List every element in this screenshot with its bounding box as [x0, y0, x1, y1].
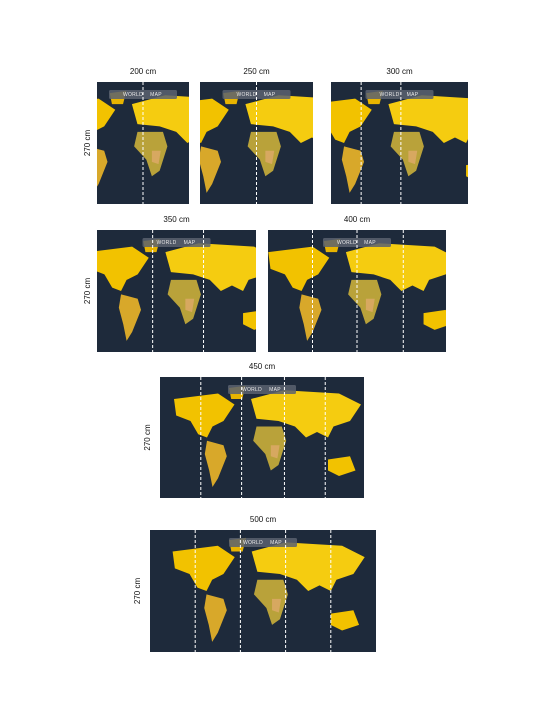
title-left: WORLD [379, 92, 399, 98]
width-label: 350 cm [163, 215, 190, 224]
width-label: 200 cm [130, 67, 157, 76]
wallpaper-preview: WORLD MAP [331, 82, 468, 204]
wallpaper-preview: WORLD MAP [97, 230, 256, 352]
title-bar [365, 90, 434, 99]
title-left: WORLD [243, 540, 263, 546]
title-right: MAP [264, 92, 276, 98]
height-label: 270 cm [133, 578, 142, 605]
width-label: 300 cm [386, 67, 413, 76]
width-label: 450 cm [249, 362, 276, 371]
title-left: WORLD [242, 387, 262, 393]
title-left: WORLD [337, 240, 357, 246]
title-left: WORLD [123, 92, 143, 98]
wallpaper-preview: WORLD MAP [97, 82, 189, 204]
width-label: 250 cm [243, 67, 270, 76]
title-right: MAP [184, 240, 196, 246]
title-right: MAP [150, 92, 162, 98]
title-left: WORLD [236, 92, 256, 98]
wallpaper-preview: WORLD MAP [150, 530, 376, 652]
title-right: MAP [270, 540, 282, 546]
wallpaper-preview: WORLD MAP [200, 82, 313, 204]
wallpaper-preview: WORLD MAP [268, 230, 446, 352]
title-bar [142, 238, 211, 247]
height-label: 270 cm [143, 424, 152, 451]
wallpaper-preview: WORLD MAP [160, 377, 364, 498]
height-label: 270 cm [83, 278, 92, 305]
title-right: MAP [269, 387, 281, 393]
title-left: WORLD [156, 240, 176, 246]
title-bar [229, 538, 297, 547]
width-label: 400 cm [344, 215, 371, 224]
title-right: MAP [364, 240, 376, 246]
title-right: MAP [407, 92, 419, 98]
title-bar [228, 385, 296, 394]
width-label: 500 cm [250, 515, 277, 524]
height-label: 270 cm [83, 130, 92, 157]
